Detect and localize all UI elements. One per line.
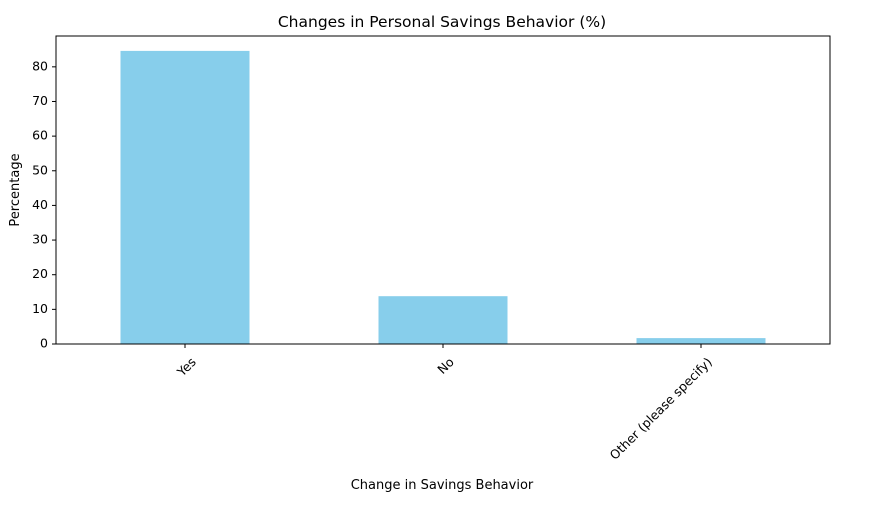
- y-tick-label: 50: [32, 162, 48, 177]
- y-axis-label: Percentage: [8, 153, 23, 226]
- x-tick-label: Other (please specify): [607, 354, 715, 462]
- y-axis: 0 10 20 30 40 50 60 70 80: [32, 58, 56, 351]
- y-tick-label: 60: [32, 128, 48, 143]
- y-tick-label: 30: [32, 232, 48, 247]
- chart-title: Changes in Personal Savings Behavior (%): [278, 13, 606, 31]
- x-tick-label: Yes: [173, 354, 199, 380]
- bar-no: [378, 296, 508, 344]
- x-tick-label: No: [434, 354, 457, 377]
- x-axis: Yes No Other (please specify): [173, 344, 715, 463]
- y-tick-label: 10: [32, 301, 48, 316]
- bars-group: [120, 50, 766, 344]
- bar-yes: [120, 50, 250, 344]
- y-tick-label: 40: [32, 197, 48, 212]
- x-axis-label: Change in Savings Behavior: [351, 478, 534, 493]
- y-tick-label: 20: [32, 266, 48, 281]
- y-tick-label: 80: [32, 58, 48, 73]
- y-tick-label: 70: [32, 93, 48, 108]
- y-tick-label: 0: [40, 336, 48, 351]
- bar-other-please-specify: [636, 338, 766, 344]
